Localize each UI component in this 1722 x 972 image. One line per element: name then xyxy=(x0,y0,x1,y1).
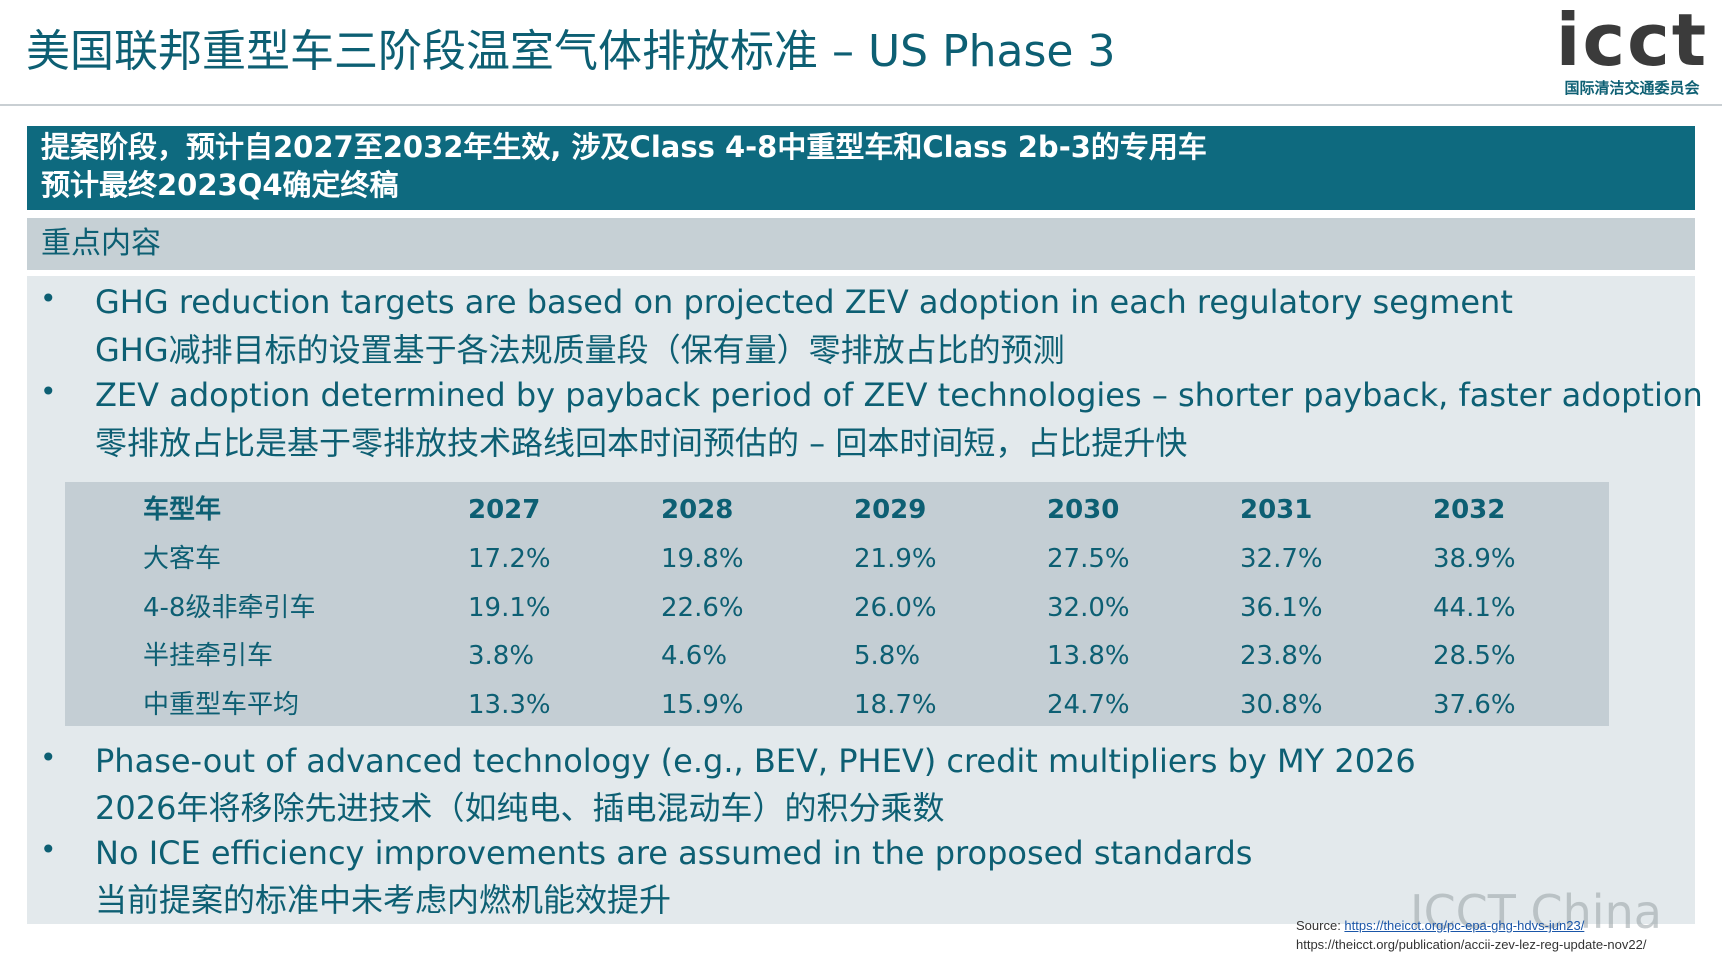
header-band: 提案阶段，预计自2027至2032年生效, 涉及Class 4-8中重型车和Cl… xyxy=(27,126,1695,210)
table-cell: 19.1% xyxy=(468,593,551,623)
table-cell: 27.5% xyxy=(1047,544,1130,574)
bullet-marker: • xyxy=(40,833,57,866)
table-cell: 3.8% xyxy=(468,641,535,671)
watermark: ICCT China xyxy=(1410,885,1662,939)
table-cell: 4.6% xyxy=(661,641,728,671)
table-cell: 19.8% xyxy=(661,544,744,574)
table-cell: 17.2% xyxy=(468,544,551,574)
table-cell: 38.9% xyxy=(1433,544,1516,574)
table-cell: 32.7% xyxy=(1240,544,1323,574)
table-cell: 5.8% xyxy=(854,641,921,671)
table-cell: 13.3% xyxy=(468,690,551,720)
logo-subtitle: 国际清洁交通委员会 xyxy=(1564,79,1700,97)
source-label: Source: xyxy=(1296,918,1345,933)
table-cell: 26.0% xyxy=(854,593,937,623)
bullet-4-zh: 当前提案的标准中未考虑内燃机能效提升 xyxy=(95,881,672,919)
table-cell: 23.8% xyxy=(1240,641,1323,671)
table-row-label: 大客车 xyxy=(143,544,222,574)
table-cell: 24.7% xyxy=(1047,690,1130,720)
slide-title: 美国联邦重型车三阶段温室气体排放标准 – US Phase 3 xyxy=(26,26,1116,77)
table-header-cell: 2030 xyxy=(1047,495,1120,525)
table-cell: 18.7% xyxy=(854,690,937,720)
bullet-2-en: ZEV adoption determined by payback perio… xyxy=(95,376,1703,414)
table-header-cell: 2029 xyxy=(854,495,927,525)
table-header-cell: 2031 xyxy=(1240,495,1313,525)
bullet-1-en: GHG reduction targets are based on proje… xyxy=(95,283,1513,321)
table-header-cell: 车型年 xyxy=(143,495,222,525)
table-row-label: 4-8级非牵引车 xyxy=(143,593,316,623)
table-row-label: 中重型车平均 xyxy=(143,690,300,720)
bullet-4-en: No ICE efficiency improvements are assum… xyxy=(95,834,1253,872)
table-cell: 28.5% xyxy=(1433,641,1516,671)
header-line-2: 预计最终2023Q4确定终稿 xyxy=(41,168,399,202)
bullet-marker: • xyxy=(40,282,57,315)
bullet-3-en: Phase-out of advanced technology (e.g., … xyxy=(95,742,1416,780)
bullet-1-zh: GHG减排目标的设置基于各法规质量段（保有量）零排放占比的预测 xyxy=(95,331,1065,369)
section-band: 重点内容 xyxy=(27,218,1695,270)
table-cell: 32.0% xyxy=(1047,593,1130,623)
table-cell: 21.9% xyxy=(854,544,937,574)
bullet-marker: • xyxy=(40,741,57,774)
table-header-cell: 2027 xyxy=(468,495,541,525)
source-line-2: https://theicct.org/publication/accii-ze… xyxy=(1296,937,1647,952)
table-cell: 22.6% xyxy=(661,593,744,623)
source-link-1[interactable]: https://theicct.org/pc-epa-ghg-hdvs-jun2… xyxy=(1344,918,1585,933)
table-cell: 15.9% xyxy=(661,690,744,720)
table-header-cell: 2028 xyxy=(661,495,734,525)
bullet-marker: • xyxy=(40,375,57,408)
table-cell: 44.1% xyxy=(1433,593,1516,623)
table-cell: 36.1% xyxy=(1240,593,1323,623)
zev-share-table: 车型年 2027 2028 2029 2030 2031 2032 大客车 17… xyxy=(65,482,1609,726)
icct-logo: icct 国际清洁交通委员会 xyxy=(1552,2,1712,102)
table-row-label: 半挂牵引车 xyxy=(143,641,274,671)
table-header-cell: 2032 xyxy=(1433,495,1506,525)
title-divider xyxy=(0,104,1722,106)
logo-wordmark: icct xyxy=(1555,0,1709,82)
table-cell: 30.8% xyxy=(1240,690,1323,720)
table-cell: 37.6% xyxy=(1433,690,1516,720)
header-line-1: 提案阶段，预计自2027至2032年生效, 涉及Class 4-8中重型车和Cl… xyxy=(41,130,1207,164)
source-line-1: Source: https://theicct.org/pc-epa-ghg-h… xyxy=(1296,917,1584,935)
bullet-2-zh: 零排放占比是基于零排放技术路线回本时间预估的 – 回本时间短，占比提升快 xyxy=(95,424,1188,462)
section-label: 重点内容 xyxy=(41,226,161,261)
bullet-3-zh: 2026年将移除先进技术（如纯电、插电混动车）的积分乘数 xyxy=(95,789,945,827)
table-cell: 13.8% xyxy=(1047,641,1130,671)
